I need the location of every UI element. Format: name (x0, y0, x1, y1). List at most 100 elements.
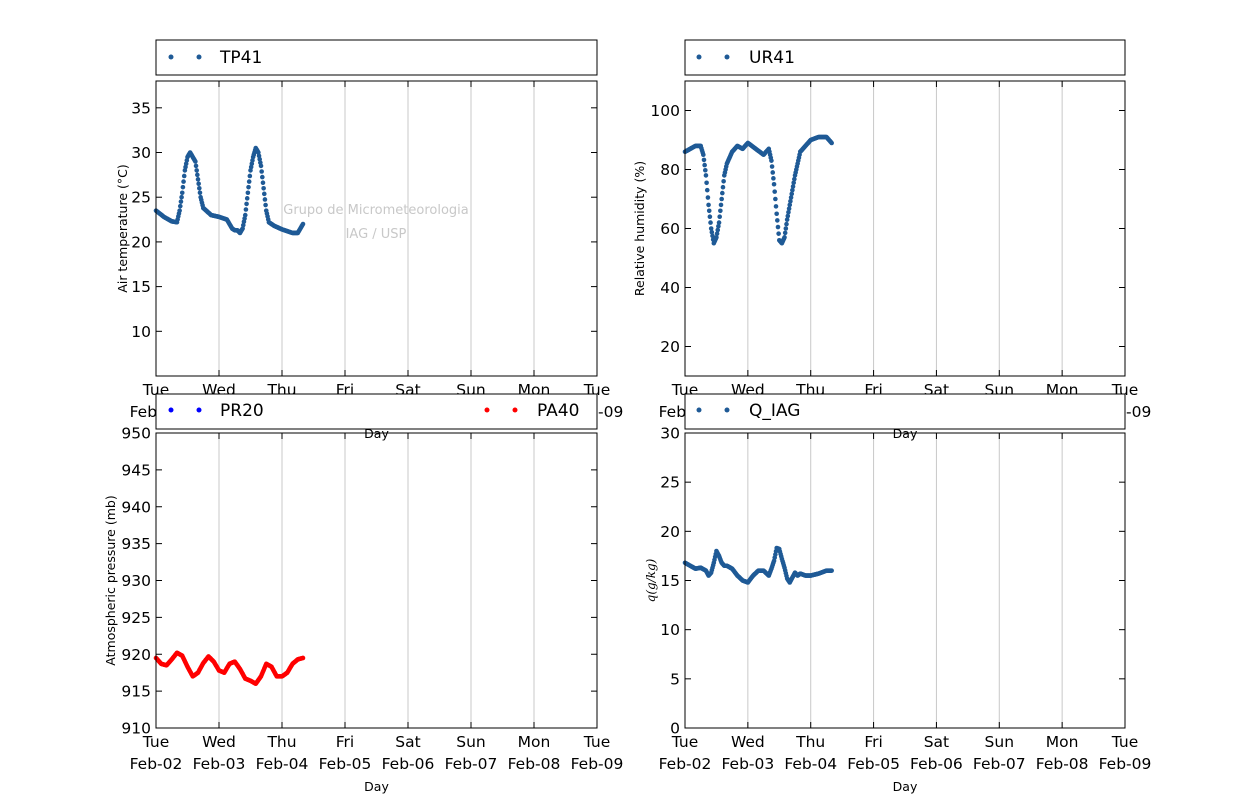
y-tick-label: 15 (660, 572, 680, 590)
data-point (194, 168, 199, 173)
x-axis-title: Day (893, 779, 918, 794)
y-tick-label: 950 (121, 425, 151, 443)
data-point (789, 191, 795, 197)
y-ticks: 910 915 920 925 930 935 940 945 950 (121, 425, 597, 738)
data-point (243, 207, 249, 212)
y-tick-label: 35 (131, 99, 151, 117)
data-point (774, 211, 779, 217)
data-point (259, 169, 264, 174)
data-point (787, 202, 793, 208)
data-points (682, 134, 834, 246)
data-point (770, 170, 776, 175)
y-tick-label: 920 (121, 646, 151, 664)
data-point (177, 208, 182, 213)
y-axis-title: Atmospheric pressure (mb) (103, 495, 118, 665)
legend-marker (168, 407, 174, 413)
x-tick-label-day: Thu (795, 733, 825, 751)
legend-marker (724, 54, 730, 60)
data-point (716, 223, 721, 229)
data-point (782, 235, 787, 240)
x-tick-label-date: Feb-09 (1099, 755, 1152, 773)
x-tick-label-day: Sat (395, 733, 420, 751)
x-tick-label-date: Feb-04 (256, 755, 309, 773)
y-tick-label: 5 (670, 670, 680, 688)
x-tick-label-day: Tue (1111, 733, 1138, 751)
data-point (717, 214, 722, 219)
y-tick-label: 60 (660, 220, 680, 238)
data-point (193, 159, 198, 164)
x-tick-label-day: Fri (336, 733, 354, 751)
x-grid (218, 433, 535, 728)
x-tick-label-date: Feb-07 (445, 755, 498, 773)
data-point (769, 158, 774, 163)
legend-marker (724, 407, 730, 413)
data-point (786, 206, 792, 211)
x-tick-label-day: Wed (202, 733, 236, 751)
legend-box (684, 393, 1126, 430)
x-tick-label-date: Feb-03 (193, 755, 246, 773)
legend-label-q-iag: Q_IAG (749, 401, 800, 421)
data-point (179, 190, 185, 196)
data-points (153, 650, 306, 687)
data-point (193, 163, 199, 169)
data-point (246, 184, 251, 190)
x-tick-label-date: Feb-04 (784, 755, 837, 773)
y-tick-label: 0 (670, 720, 680, 738)
data-point (703, 167, 708, 173)
data-point (701, 157, 707, 163)
data-point (829, 568, 834, 573)
data-point (769, 164, 775, 169)
y-tick-label: 30 (660, 425, 680, 443)
data-point (258, 163, 264, 169)
data-point (707, 214, 713, 219)
y-tick-label: 30 (131, 144, 151, 162)
y-tick-label: 935 (121, 535, 151, 553)
x-tick-label-day: Sun (985, 733, 1015, 751)
x-grid (747, 81, 1063, 376)
x-tick-label-day: Tue (583, 733, 610, 751)
data-point (197, 190, 203, 196)
data-point (261, 185, 266, 191)
data-point (702, 162, 707, 168)
legend-marker (512, 407, 518, 413)
data-point (197, 185, 202, 191)
y-tick-label: 910 (121, 720, 151, 738)
data-point (773, 196, 778, 202)
data-point (703, 173, 709, 178)
x-grid (218, 81, 535, 376)
y-ticks: 20 40 60 80 100 (650, 102, 1125, 356)
data-point (720, 190, 725, 196)
x-tick-label-day: Thu (266, 733, 296, 751)
data-point (706, 202, 711, 208)
data-point (773, 204, 779, 209)
data-point (783, 226, 789, 231)
data-point (709, 229, 715, 235)
data-point (710, 233, 715, 239)
y-tick-label: 10 (131, 323, 151, 341)
data-point (784, 221, 789, 227)
data-point (262, 197, 268, 202)
x-tick-label-date: Feb-07 (973, 755, 1026, 773)
x-ticks: TueFeb-02WedFeb-03ThuFeb-04FriFeb-05SatF… (659, 81, 1151, 421)
data-point (790, 184, 796, 189)
x-tick-label-date: Feb-08 (508, 755, 561, 773)
data-point (195, 177, 201, 182)
data-point (785, 213, 791, 219)
y-tick-label: 10 (660, 621, 680, 639)
data-point (244, 196, 250, 201)
x-tick-label-day: Tue (142, 733, 169, 751)
legend-marker (196, 407, 202, 413)
data-point (706, 208, 712, 214)
data-point (181, 179, 186, 184)
data-point (701, 152, 706, 158)
y-tick-label: 25 (660, 474, 680, 492)
legend-marker (196, 54, 202, 60)
x-ticks: TueFeb-02WedFeb-03ThuFeb-04FriFeb-05SatF… (130, 81, 623, 421)
data-point (708, 226, 714, 231)
legend-box (155, 39, 598, 76)
data-point (195, 172, 200, 178)
data-point (719, 196, 724, 202)
y-tick-label: 15 (131, 278, 151, 296)
y-tick-label: 20 (131, 233, 151, 251)
